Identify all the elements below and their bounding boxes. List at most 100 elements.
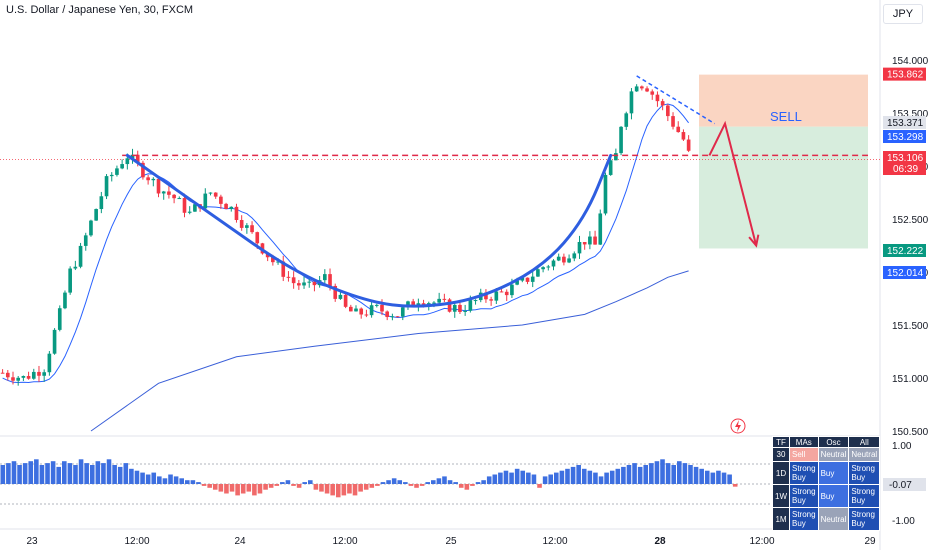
slow-moving-average [90,270,689,432]
stop-price-label-bg [883,67,926,81]
osc-bar [78,459,84,484]
osc-bar [45,463,50,484]
osc-bar [201,484,207,486]
ratings-header-mas: MAs [789,436,819,448]
osc-bar [604,472,609,484]
candle-body [73,266,78,269]
candle-body [369,305,374,316]
candle-body [203,193,208,209]
ratings-osc: Neutral [817,447,850,462]
osc-bar [453,482,458,484]
osc-bar [554,472,559,484]
osc-bar [391,478,397,484]
candle-body [567,258,571,263]
candle-body [577,242,582,254]
osc-bar [218,484,224,492]
candle-body [556,256,561,261]
candle-body [655,94,660,102]
x-tick-label: 12:00 [124,536,149,547]
candle-body [187,211,192,213]
ratings-header-all: All [848,436,881,448]
osc-bar [257,484,263,494]
x-tick-label: 12:00 [332,536,357,547]
candle-body [442,298,447,300]
candle-body [489,299,493,301]
osc-bar [280,482,285,484]
osc-bar [492,474,498,484]
currency-button[interactable]: JPY [883,4,923,24]
candle-body [354,308,358,312]
candle-body [312,281,317,286]
osc-bar [358,484,363,492]
target-zone [699,126,868,249]
osc-bar [123,463,129,484]
osc-bar [157,476,162,484]
candle-body [374,304,379,306]
osc-bar [319,484,324,492]
candle-body [343,294,348,307]
osc-bar [308,480,313,484]
osc-bar [50,461,56,484]
candle-body [603,174,608,214]
osc-bar [17,465,22,484]
osc-bar [62,461,67,484]
candle-body [26,375,31,379]
osc-bar [56,466,61,484]
last-price-label: 153.106 [887,153,924,164]
osc-bar [548,474,553,484]
candle-body [640,86,644,89]
osc-bar [263,484,268,490]
ratings-mas: Strong Buy [789,461,819,485]
osc-bar [649,463,654,484]
candle-body [271,257,275,263]
osc-bar [73,465,78,484]
candle-body [452,304,457,312]
osc-bar [520,470,526,484]
candle-body [208,192,213,194]
osc-bar [632,463,637,484]
ratings-tf: 1M [772,507,790,531]
candle-body [31,371,36,379]
candle-body [151,178,156,181]
candle-body [614,153,618,161]
candle-body [172,194,176,199]
candle-body [463,310,467,312]
osc-bar [559,470,565,484]
entry-price-label-bg [883,130,926,143]
candle-body [359,308,364,315]
ratings-header-tf: TF [772,436,790,448]
candle-body [47,353,52,373]
candle-body [400,307,405,317]
osc-bar [145,474,151,484]
candle-body [302,282,306,286]
cup-curve [125,153,613,308]
candle-body [213,192,218,197]
osc-bar [347,484,352,494]
candle-body [468,300,473,311]
osc-value-label: -0.07 [889,480,912,491]
candle-body [598,213,603,245]
candle-body [42,372,46,376]
candle-body [276,261,280,263]
osc-bar [710,472,716,484]
candle-body [671,116,675,127]
candle-body [380,304,384,312]
candle-body [406,301,410,308]
candle-body [182,198,187,213]
osc-bar [431,480,436,484]
entry-price-label: 153.298 [887,132,924,143]
candle-body [104,176,109,197]
osc-value-bg [883,478,926,491]
osc-bar [721,472,727,484]
candle-body [520,277,525,281]
osc-bar [660,459,665,484]
candle-body [660,101,665,106]
osc-bar [162,478,168,484]
countdown-bg [883,163,926,175]
osc-bar [526,472,531,484]
candle-body [536,269,540,277]
candle-body [348,306,353,312]
osc-bar [442,476,447,484]
candle-body [224,203,228,210]
